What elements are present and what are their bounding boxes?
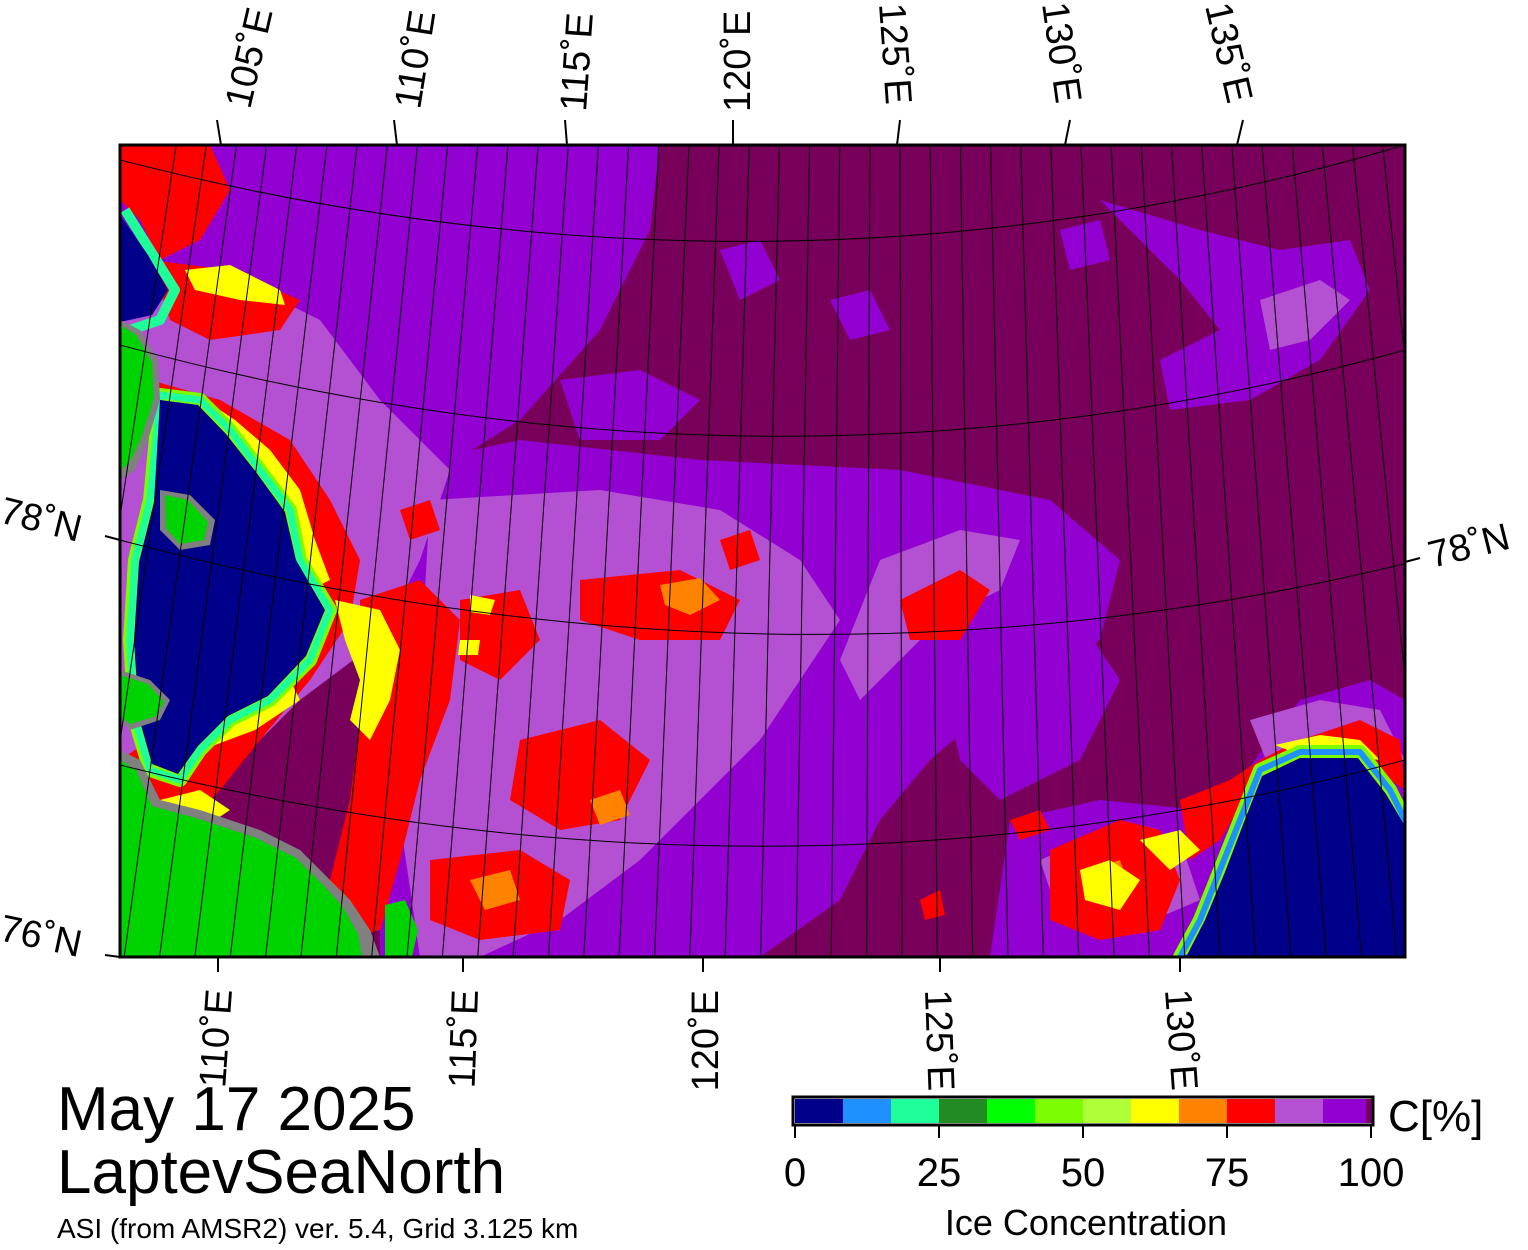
meridian-line <box>300 145 388 957</box>
meridian-line <box>830 145 841 957</box>
meridian-line <box>547 145 599 957</box>
legend-swatch <box>795 1099 844 1123</box>
legend-swatch <box>987 1099 1036 1123</box>
legend-tick-label-50: 50 <box>1061 1151 1106 1195</box>
longitude-grid <box>120 145 1405 957</box>
legend-tick-label-25: 25 <box>917 1151 962 1195</box>
color-legend: 0 25 50 75 100 C[%] Ice Concentration <box>784 1092 1483 1243</box>
bottom-longitude-labels: 110˚E 115˚E 120˚E 125˚E 130˚E <box>192 988 1205 1092</box>
legend-swatch <box>843 1099 892 1123</box>
top-lon-label-115e: 115˚E <box>553 11 602 112</box>
meridian-line <box>1201 145 1256 957</box>
legend-swatch <box>1035 1099 1084 1123</box>
meridian-line <box>1050 145 1080 957</box>
meridian-line <box>477 145 539 957</box>
legend-swatch <box>1131 1099 1180 1123</box>
meridian-line <box>371 145 449 957</box>
meridian-line <box>795 145 811 957</box>
legend-unit-label: C[%] <box>1388 1092 1483 1141</box>
legend-swatch <box>1179 1099 1228 1123</box>
legend-swatch <box>1227 1099 1276 1123</box>
legend-swatch <box>1323 1099 1372 1123</box>
legend-swatch <box>891 1099 940 1123</box>
meridian-line <box>1231 145 1292 957</box>
meridian-line <box>929 145 938 957</box>
latitude-line-77n <box>120 759 1405 847</box>
bottom-lon-label-110e: 110˚E <box>192 988 241 1089</box>
bottom-lon-label-125e: 125˚E <box>916 989 962 1092</box>
meridian-line <box>123 145 238 957</box>
meridian-line <box>760 145 780 957</box>
legend-tick-label-0: 0 <box>784 1151 806 1195</box>
top-lon-label-105e: 105˚E <box>218 4 282 112</box>
meridian-line <box>1020 145 1044 957</box>
lat-label-78n-right: 78˚N <box>1424 516 1514 577</box>
meridian-line <box>959 145 974 957</box>
bottom-lon-label-115e: 115˚E <box>442 989 487 1089</box>
meridian-line <box>618 145 660 957</box>
meridian-line <box>265 145 358 957</box>
map-ticks <box>104 119 1421 972</box>
meridian-line <box>120 145 207 746</box>
legend-tick-label-75: 75 <box>1205 1151 1250 1195</box>
map-panel <box>120 145 1405 957</box>
meridian-line <box>899 145 903 957</box>
meridian-line <box>1291 145 1363 957</box>
meridian-line <box>441 145 509 957</box>
region-name: LaptevSeaNorth <box>57 1138 506 1207</box>
meridian-line <box>1080 145 1115 957</box>
meridian-line <box>689 145 720 957</box>
top-lon-label-125e: 125˚E <box>870 2 919 106</box>
top-lon-label-120e: 120˚E <box>717 11 759 112</box>
meridian-line <box>1382 145 1405 364</box>
meridian-line <box>406 145 479 957</box>
meridian-line <box>583 145 630 957</box>
meridian-line <box>120 145 177 521</box>
meridian-line <box>194 145 298 957</box>
lat-label-78n-left: 78˚N <box>0 490 86 551</box>
bottom-lon-label-120e: 120˚E <box>685 990 727 1091</box>
top-lon-label-110e: 110˚E <box>387 7 444 111</box>
legend-swatch <box>1366 1099 1371 1123</box>
legend-ticks <box>794 1125 1372 1138</box>
meridian-line <box>1170 145 1221 957</box>
product-info: ASI (from AMSR2) ver. 5.4, Grid 3.125 km <box>57 1213 579 1244</box>
legend-swatch <box>1083 1099 1132 1123</box>
meridian-line <box>1321 145 1398 957</box>
lat-label-76n-left: 76˚N <box>0 908 85 966</box>
land-areas <box>120 320 418 957</box>
latitude-line-78n <box>120 539 1405 635</box>
top-lon-label-130e: 130˚E <box>1033 0 1089 106</box>
top-longitude-labels: 105˚E 110˚E 115˚E 120˚E 125˚E 130˚E 135˚… <box>218 0 1260 113</box>
latitude-grid <box>120 145 1405 847</box>
meridian-line <box>653 145 690 957</box>
meridian-line <box>866 145 871 957</box>
meridian-line <box>229 145 328 957</box>
ice-edge-bands <box>120 207 1405 957</box>
meridian-line <box>1261 145 1327 957</box>
meridian-line <box>990 145 1009 957</box>
top-lon-label-135e: 135˚E <box>1196 0 1260 107</box>
latitude-line-80n <box>120 145 1405 242</box>
legend-tick-label-100: 100 <box>1338 1151 1405 1195</box>
bottom-lon-label-130e: 130˚E <box>1156 988 1205 1092</box>
meridian-line <box>512 145 569 957</box>
legend-title: Ice Concentration <box>945 1202 1227 1243</box>
meridian-line <box>1110 145 1150 957</box>
legend-swatch <box>1275 1099 1324 1123</box>
meridian-line <box>724 145 750 957</box>
legend-swatches <box>795 1099 1372 1123</box>
map-frame <box>118 143 1407 959</box>
open-water-areas <box>120 215 1405 957</box>
meridian-line <box>159 145 268 957</box>
legend-swatch <box>939 1099 988 1123</box>
meridian-line <box>1140 145 1186 957</box>
meridian-line <box>335 145 419 957</box>
map-date: May 17 2025 <box>57 1075 416 1144</box>
meridian-line <box>1351 145 1405 685</box>
